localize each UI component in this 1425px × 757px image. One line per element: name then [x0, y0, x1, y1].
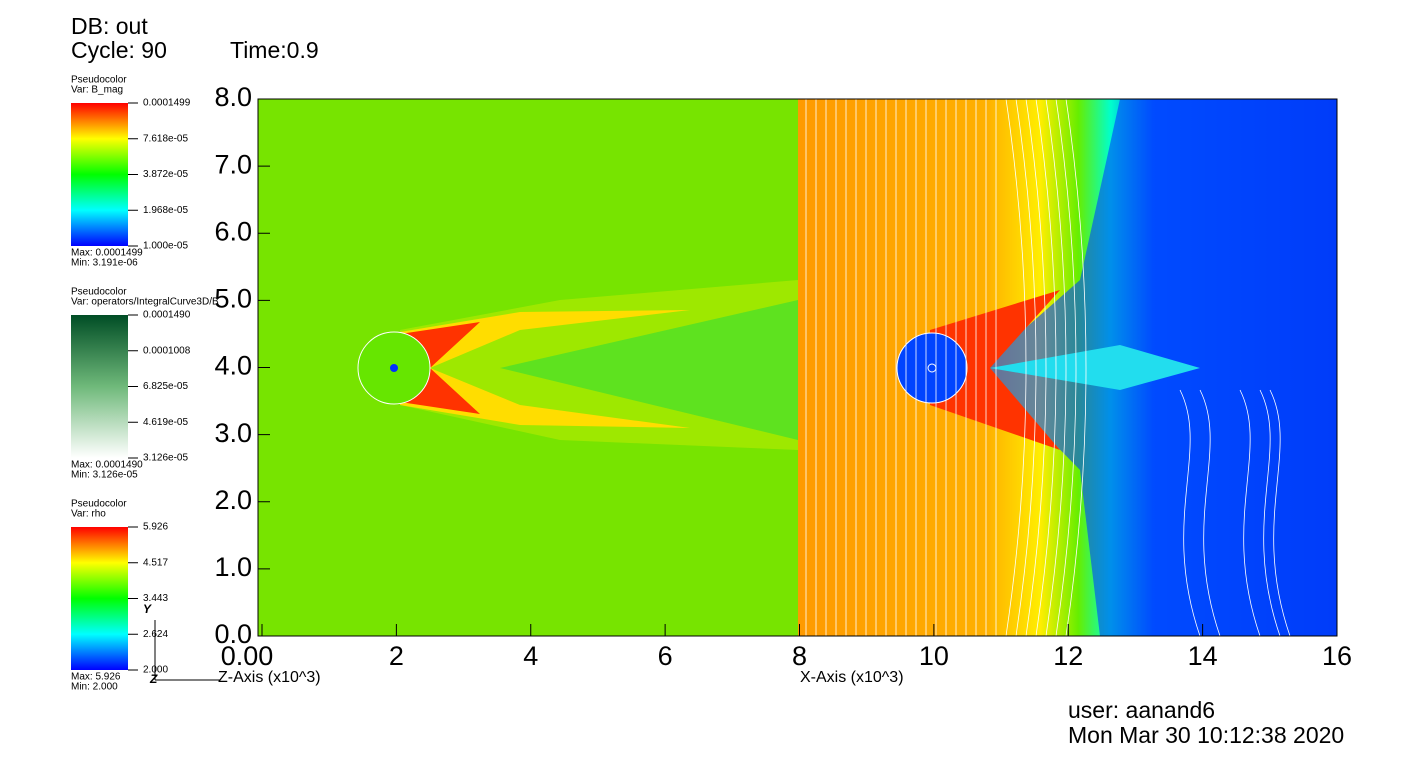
field-line: [1239, 389, 1261, 636]
field-line: [1065, 99, 1087, 636]
legend-title: Pseudocolor: [71, 499, 127, 510]
legend-min: Min: 3.191e-06: [71, 258, 138, 269]
y-tick-label: 5.0: [214, 284, 252, 314]
legend-label: 0.0001008: [143, 345, 191, 356]
legend-var: Var: operators/IntegralCurve3D/B: [71, 297, 219, 308]
color-bar: [71, 315, 128, 458]
field-line: [1199, 389, 1221, 636]
db-name: DB: out: [71, 13, 148, 39]
x-tick-label: 0.00: [221, 641, 274, 671]
field-line: [1045, 99, 1067, 636]
legend-label: 2.000: [143, 665, 168, 676]
y-tick-label: 1.0: [214, 552, 252, 582]
x-tick-label: 6: [658, 641, 673, 671]
date: Mon Mar 30 10:12:38 2020: [1068, 722, 1344, 748]
field-line: [1025, 99, 1047, 636]
y-tick-label: 8.0: [214, 82, 252, 112]
x-tick-label: 12: [1053, 641, 1083, 671]
x-tick-label: 10: [919, 641, 949, 671]
legend-title: Pseudocolor: [71, 287, 127, 298]
y-tick-label: 7.0: [214, 149, 252, 179]
legend-min: Min: 3.126e-05: [71, 470, 138, 481]
legend-label: 7.618e-05: [143, 133, 188, 144]
field-line: [1005, 99, 1027, 636]
field-line: [1259, 389, 1281, 636]
y-tick-label: 4.0: [214, 351, 252, 381]
time: Time:0.9: [230, 37, 319, 63]
y-tick-label: 3.0: [214, 418, 252, 448]
legend-label: 5.926: [143, 522, 168, 533]
y-tick-label: 6.0: [214, 216, 252, 246]
legend-label: 3.872e-05: [143, 169, 188, 180]
user: user: aanand6: [1068, 697, 1215, 723]
legend-label: 6.825e-05: [143, 381, 188, 392]
x-tick-label: 2: [389, 641, 404, 671]
field-line: [1015, 99, 1037, 636]
field-left: [258, 99, 798, 636]
legend-min: Min: 2.000: [71, 682, 118, 693]
legend-label: 0.0001490: [143, 310, 191, 321]
field-line: [1035, 99, 1057, 636]
y-tick-label: 2.0: [214, 485, 252, 515]
legend-var: Var: B_mag: [71, 85, 123, 96]
legend-max: Max: 0.0001499: [71, 248, 143, 259]
x-axis-title: X-Axis (x10^3): [800, 669, 904, 686]
color-bar: [71, 527, 128, 670]
legend-label: 3.443: [143, 593, 168, 604]
legend-var: Var: rho: [71, 509, 106, 520]
legend-label: 3.126e-05: [143, 453, 188, 464]
cycle: Cycle: 90: [71, 37, 167, 63]
x-tick-label: 14: [1188, 641, 1218, 671]
triad-z: Z: [149, 672, 158, 686]
field-right: [798, 99, 1337, 636]
legend-label: 2.624: [143, 629, 168, 640]
x-tick-label: 8: [792, 641, 807, 671]
legend-label: 0.0001499: [143, 98, 191, 109]
legend-max: Max: 5.926: [71, 672, 121, 683]
x-tick-label: 16: [1322, 641, 1352, 671]
legend-title: Pseudocolor: [71, 75, 127, 86]
triad: [154, 620, 220, 681]
triad-y: Y: [143, 602, 152, 616]
color-bar: [71, 103, 128, 246]
y-tick-label: 0.0: [214, 619, 252, 649]
field-line: [1055, 99, 1077, 636]
field-line: [1179, 389, 1201, 636]
z-axis-title: Z-Axis (x10^3): [218, 669, 321, 686]
legend-max: Max: 0.0001490: [71, 460, 143, 471]
legend-label: 1.000e-05: [143, 241, 188, 252]
field-line: [1269, 389, 1291, 636]
legend-label: 1.968e-05: [143, 205, 188, 216]
legend-label: 4.517: [143, 557, 168, 568]
x-tick-label: 4: [523, 641, 538, 671]
legend-label: 4.619e-05: [143, 417, 188, 428]
